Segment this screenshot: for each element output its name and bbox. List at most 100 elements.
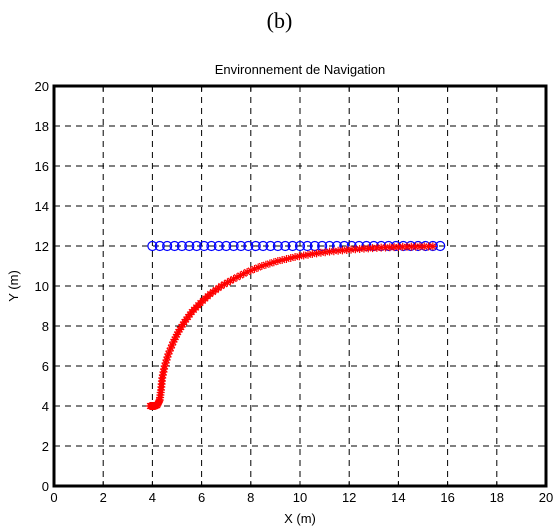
data-point-circle bbox=[309, 240, 320, 252]
data-point-star bbox=[261, 260, 270, 269]
data-point-circle bbox=[213, 240, 224, 252]
data-point-star bbox=[334, 246, 343, 255]
data-point-circle bbox=[154, 240, 165, 252]
data-point-star bbox=[156, 388, 165, 397]
data-point-star bbox=[303, 250, 312, 259]
y-tick-label: 0 bbox=[42, 479, 49, 494]
x-tick-label: 20 bbox=[539, 490, 553, 505]
data-point-circle bbox=[176, 240, 188, 252]
y-axis-label: Y (m) bbox=[6, 270, 21, 302]
data-point-star bbox=[257, 262, 266, 270]
data-point-star bbox=[286, 254, 295, 262]
data-point-circle bbox=[265, 240, 276, 252]
data-point-circle bbox=[228, 240, 239, 252]
series-1 bbox=[145, 242, 437, 410]
data-point-star bbox=[269, 258, 278, 267]
data-point-star bbox=[185, 310, 194, 319]
data-point-star bbox=[308, 250, 317, 258]
data-point-star bbox=[381, 243, 390, 252]
y-tick-label: 14 bbox=[35, 199, 49, 214]
data-point-star bbox=[159, 368, 168, 376]
data-point-circle bbox=[317, 240, 328, 252]
y-tick-label: 4 bbox=[42, 399, 49, 414]
data-point-star bbox=[173, 330, 181, 339]
grid bbox=[54, 86, 546, 486]
data-point-circle bbox=[147, 240, 158, 252]
data-point-star bbox=[265, 259, 274, 268]
data-point-circle bbox=[287, 240, 298, 252]
data-point-star bbox=[162, 356, 171, 364]
data-point-star bbox=[220, 280, 229, 289]
data-point-star bbox=[171, 333, 180, 341]
data-point-circle bbox=[258, 240, 269, 252]
data-point-star bbox=[194, 301, 203, 310]
x-tick-label: 14 bbox=[391, 490, 405, 505]
data-point-circle bbox=[184, 240, 195, 252]
x-tick-label: 10 bbox=[293, 490, 307, 505]
chart-title: Environnement de Navigation bbox=[215, 62, 386, 77]
x-tick-label: 2 bbox=[100, 490, 107, 505]
data-point-circle bbox=[198, 240, 210, 252]
data-point-star bbox=[168, 341, 177, 349]
data-point-star bbox=[175, 325, 184, 334]
data-point-star bbox=[424, 242, 433, 251]
series-layer bbox=[145, 240, 446, 410]
data-point-star bbox=[325, 247, 334, 256]
x-tick-label: 8 bbox=[247, 490, 254, 505]
y-tick-label: 20 bbox=[35, 79, 49, 94]
data-point-star bbox=[243, 268, 252, 276]
data-point-star bbox=[164, 350, 173, 358]
data-point-star bbox=[428, 242, 437, 251]
data-point-star bbox=[169, 338, 178, 346]
data-point-star bbox=[321, 248, 330, 257]
data-point-circle bbox=[162, 240, 173, 252]
y-tick-label: 10 bbox=[35, 279, 49, 294]
data-point-star bbox=[239, 269, 248, 278]
data-point-star bbox=[160, 362, 169, 370]
y-tick-label: 16 bbox=[35, 159, 49, 174]
data-point-circle bbox=[280, 240, 291, 252]
data-point-circle bbox=[302, 240, 313, 252]
x-tick-label: 12 bbox=[342, 490, 356, 505]
data-point-star bbox=[160, 365, 169, 373]
data-point-star bbox=[368, 244, 377, 253]
y-tick-label: 18 bbox=[35, 119, 49, 134]
data-point-star bbox=[390, 243, 399, 252]
y-tick-label: 8 bbox=[42, 319, 49, 334]
data-point-circle bbox=[191, 240, 202, 252]
data-point-star bbox=[226, 276, 235, 285]
data-point-star bbox=[355, 244, 364, 253]
x-tick-label: 16 bbox=[440, 490, 454, 505]
data-point-star bbox=[420, 242, 429, 251]
data-point-star bbox=[291, 253, 300, 261]
data-point-star bbox=[229, 275, 238, 283]
data-point-star bbox=[161, 359, 170, 367]
data-point-circle bbox=[235, 240, 247, 252]
data-point-star bbox=[214, 284, 223, 292]
data-point-star bbox=[372, 243, 381, 252]
data-point-circle bbox=[206, 240, 217, 252]
data-point-star bbox=[174, 328, 183, 336]
data-point-star bbox=[166, 344, 175, 352]
data-point-star bbox=[385, 243, 394, 252]
x-tick-label: 18 bbox=[490, 490, 504, 505]
data-point-star bbox=[178, 320, 187, 329]
data-point-star bbox=[158, 371, 167, 379]
data-point-star bbox=[403, 242, 412, 251]
data-point-star bbox=[282, 255, 291, 263]
data-point-star bbox=[351, 245, 360, 254]
data-point-star bbox=[347, 245, 356, 254]
data-point-star bbox=[398, 242, 407, 251]
data-point-star bbox=[155, 397, 164, 406]
data-point-circle bbox=[169, 240, 180, 252]
data-point-star bbox=[329, 247, 338, 256]
data-point-star bbox=[415, 242, 424, 251]
x-tick-label: 6 bbox=[198, 490, 205, 505]
ticks: 0 2 4 6 8 10 12 14 16 18 20 0 2 4 6 8 10 12 14 16 18 20 bbox=[35, 79, 554, 505]
data-point-star bbox=[342, 246, 351, 254]
data-point-star bbox=[411, 242, 420, 251]
data-point-star bbox=[407, 242, 416, 251]
data-point-circle bbox=[221, 240, 232, 252]
data-point-star bbox=[177, 323, 186, 331]
